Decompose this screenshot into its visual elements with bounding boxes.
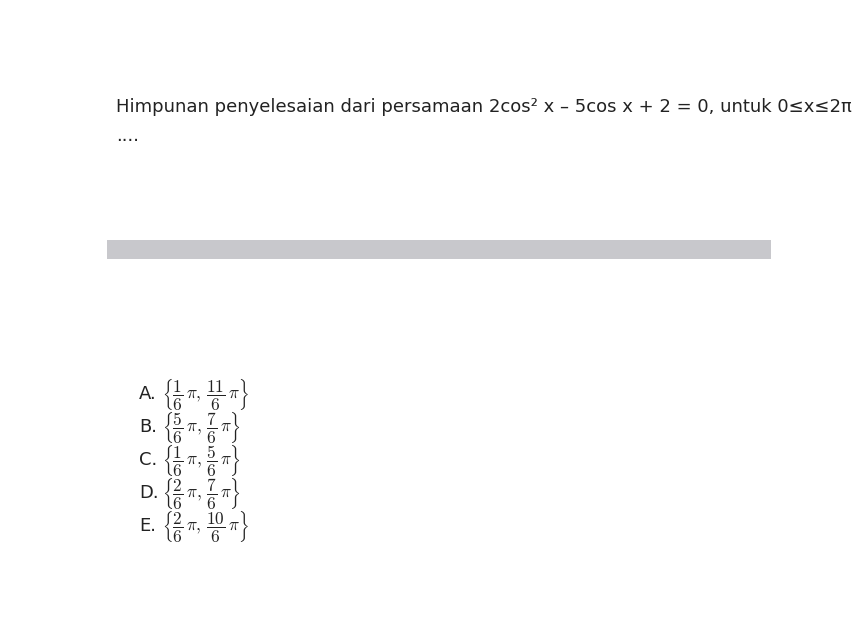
Text: $\left\{\dfrac{1}{6}\,\pi,\,\dfrac{11}{6}\,\pi\right\}$: $\left\{\dfrac{1}{6}\,\pi,\,\dfrac{11}{6… [162,376,249,412]
Text: $\left\{\dfrac{5}{6}\,\pi,\,\dfrac{7}{6}\,\pi\right\}$: $\left\{\dfrac{5}{6}\,\pi,\,\dfrac{7}{6}… [162,409,241,445]
Text: C.: C. [139,451,157,469]
FancyBboxPatch shape [107,240,771,259]
Text: E.: E. [139,517,156,535]
Text: $\left\{\dfrac{2}{6}\,\pi,\,\dfrac{7}{6}\,\pi\right\}$: $\left\{\dfrac{2}{6}\,\pi,\,\dfrac{7}{6}… [162,475,241,511]
Text: A.: A. [139,385,157,403]
Text: Himpunan penyelesaian dari persamaan 2cos² x – 5cos x + 2 = 0, untuk 0≤x≤2π adal: Himpunan penyelesaian dari persamaan 2co… [116,98,857,115]
Text: $\left\{\dfrac{2}{6}\,\pi,\,\dfrac{10}{6}\,\pi\right\}$: $\left\{\dfrac{2}{6}\,\pi,\,\dfrac{10}{6… [162,508,249,544]
Text: B.: B. [139,418,157,436]
Text: ....: .... [116,127,139,144]
Text: $\left\{\dfrac{1}{6}\,\pi,\,\dfrac{5}{6}\,\pi\right\}$: $\left\{\dfrac{1}{6}\,\pi,\,\dfrac{5}{6}… [162,442,241,478]
Text: D.: D. [139,484,159,502]
